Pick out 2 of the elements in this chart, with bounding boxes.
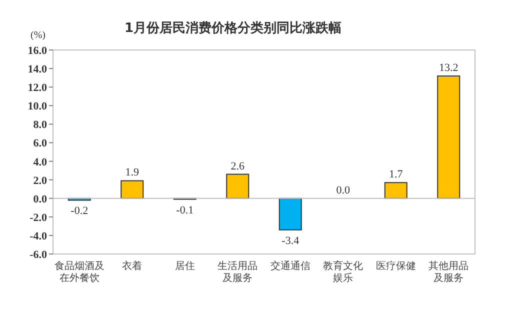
title: 1月份居民消费价格分类别同比涨跌幅 xyxy=(124,21,342,36)
ylabel: (%) xyxy=(30,30,46,41)
